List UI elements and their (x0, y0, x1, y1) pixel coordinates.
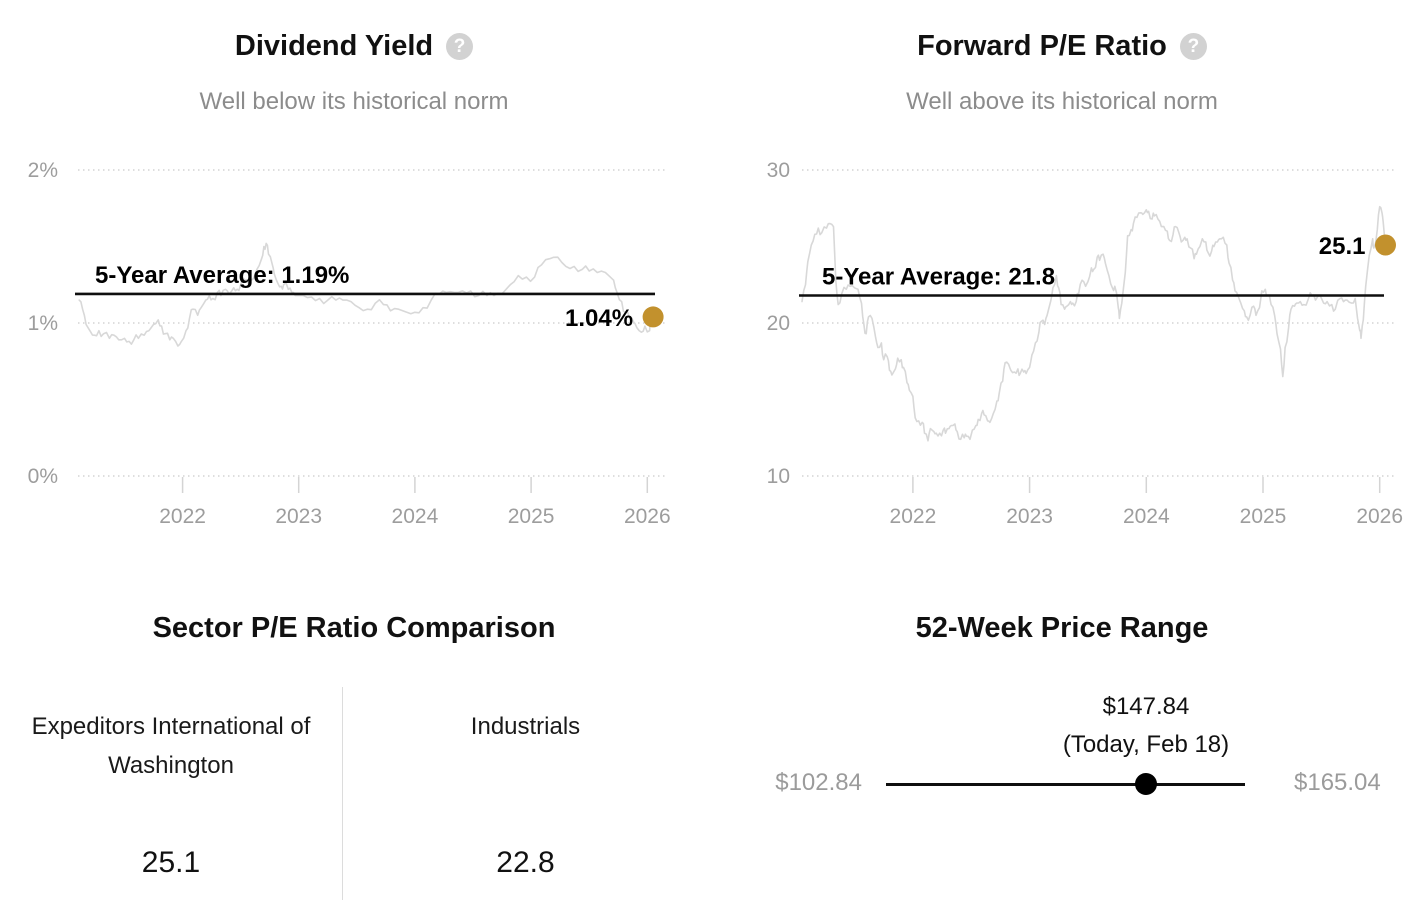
x-axis-label: 2026 (1356, 505, 1403, 528)
low-price-label: $102.84 (775, 769, 862, 796)
current-price-label: $147.84 (Today, Feb 18) (1063, 688, 1229, 764)
dividend-yield-panel: Dividend Yield ? Well below its historic… (0, 0, 708, 560)
y-axis-label: 0% (28, 465, 58, 488)
help-icon[interactable]: ? (1179, 33, 1207, 60)
dividend-yield-chart: 2% 1% 0% 2022 2023 2024 2025 2026 5-Year Average… (28, 159, 671, 528)
company-pe-value: 25.1 (141, 846, 201, 879)
current-price-marker (1134, 773, 1157, 796)
y-axis-label: 1% (28, 312, 58, 335)
x-axis-label: 2026 (624, 505, 671, 528)
forward-pe-title: Forward P/E Ratio (917, 30, 1167, 62)
forward-pe-subtitle: Well above its historical norm (906, 88, 1218, 115)
high-price-label: $165.04 (1294, 769, 1381, 796)
forward-pe-chart: 30 20 10 2022 2023 2024 2025 2026 5-Year Average… (767, 159, 1403, 528)
current-value-label: 1.04% (565, 305, 633, 332)
x-axis-label: 2022 (890, 505, 937, 528)
forward-pe-title-row: Forward P/E Ratio ? (708, 30, 1416, 63)
sector-comparison-table: Expeditors International of Washington 2… (0, 685, 708, 900)
y-axis-label: 2% (28, 159, 58, 182)
help-icon[interactable]: ? (446, 33, 474, 60)
x-axis-label: 2024 (1123, 505, 1170, 528)
current-value-marker (1375, 234, 1396, 256)
price-range-track (886, 773, 1245, 796)
y-axis-label: 30 (767, 159, 790, 182)
dividend-yield-title-row: Dividend Yield ? (0, 30, 708, 63)
column-divider (342, 687, 343, 900)
forward-pe-panel: Forward P/E Ratio ? Well above its histo… (708, 0, 1416, 560)
x-axis-label: 2024 (392, 505, 439, 528)
x-axis-label: 2023 (275, 505, 322, 528)
sector-pe-comparison-panel: Sector P/E Ratio Comparison Expeditors I… (0, 560, 708, 924)
current-price-caption: (Today, Feb 18) (1062, 731, 1230, 758)
sector-column: Industrials 22.8 (343, 685, 708, 880)
dividend-yield-title: Dividend Yield (234, 30, 434, 62)
y-axis-label: 10 (767, 465, 790, 488)
company-name: Expeditors International of Washington (31, 713, 311, 779)
y-axis-label: 20 (767, 312, 790, 335)
sector-name: Industrials (470, 713, 581, 740)
price-range-slider: $147.84 (Today, Feb 18) $102.84 $165.04 (708, 560, 1416, 924)
dividend-yield-subtitle: Well below its historical norm (199, 88, 509, 115)
company-column: Expeditors International of Washington 2… (0, 685, 342, 880)
x-axis-label: 2023 (1006, 505, 1053, 528)
sector-comparison-title: Sector P/E Ratio Comparison (152, 612, 556, 644)
current-price: $147.84 (1102, 693, 1190, 720)
x-axis-label: 2022 (159, 505, 206, 528)
price-range-title: 52-Week Price Range (915, 612, 1209, 644)
current-value-label: 25.1 (1319, 233, 1366, 260)
five-year-average-label: 5-Year Average: 1.19% (95, 262, 349, 289)
five-year-average-label: 5-Year Average: 21.8 (822, 264, 1055, 291)
metric-history-line (78, 242, 654, 347)
price-range-panel: 52-Week Price Range $147.84 (Today, Feb … (708, 560, 1416, 924)
metric-history-line (801, 205, 1387, 442)
sector-pe-value: 22.8 (496, 846, 555, 879)
current-value-marker (642, 306, 664, 328)
x-axis-label: 2025 (1240, 505, 1287, 528)
x-axis-label: 2025 (508, 505, 555, 528)
